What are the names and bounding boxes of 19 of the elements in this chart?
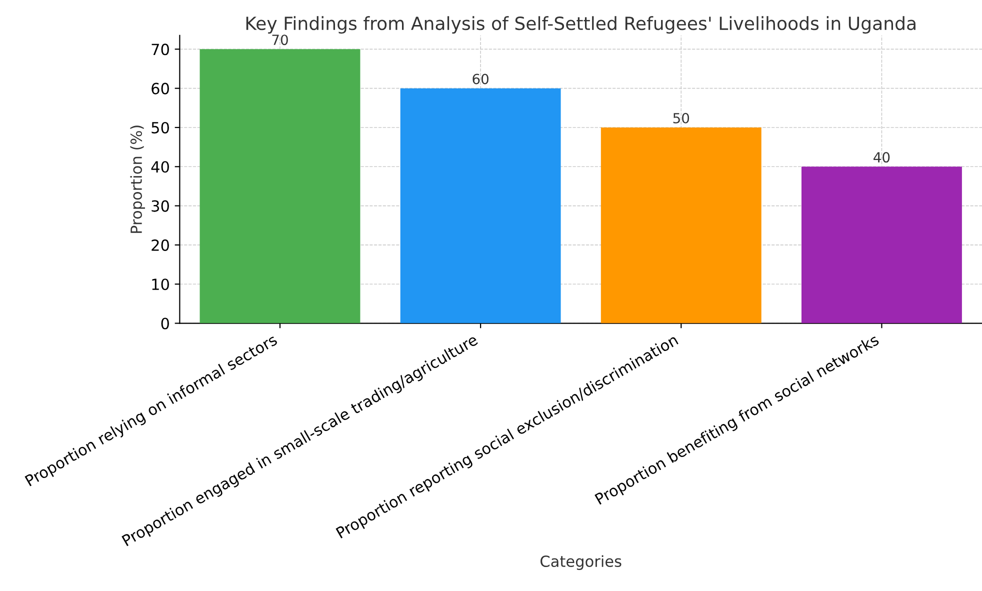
y-tick-label: 20	[152, 239, 169, 251]
bar	[200, 49, 360, 324]
data-label: 50	[673, 112, 690, 124]
x-axis-title: Categories	[540, 555, 622, 570]
y-tick-label: 40	[151, 161, 169, 173]
bar	[801, 166, 962, 324]
data-label: 40	[874, 152, 890, 163]
y-tick-label: 70	[152, 44, 169, 56]
chart-title: Key Findings from Analysis of Self-Settled Refugees' Livelihoods in Uganda	[246, 16, 916, 34]
bar	[600, 127, 762, 324]
y-tick-label: 30	[152, 200, 169, 212]
y-tick-label: 10	[152, 278, 169, 290]
data-label: 70	[272, 34, 288, 46]
y-tick-label: 60	[152, 82, 169, 94]
y-tick-label: 50	[152, 122, 169, 134]
bar	[400, 88, 561, 324]
y-axis-title: Proportion (%)	[130, 126, 145, 233]
data-label: 60	[472, 74, 488, 84]
y-tick-label: 0	[161, 318, 169, 330]
